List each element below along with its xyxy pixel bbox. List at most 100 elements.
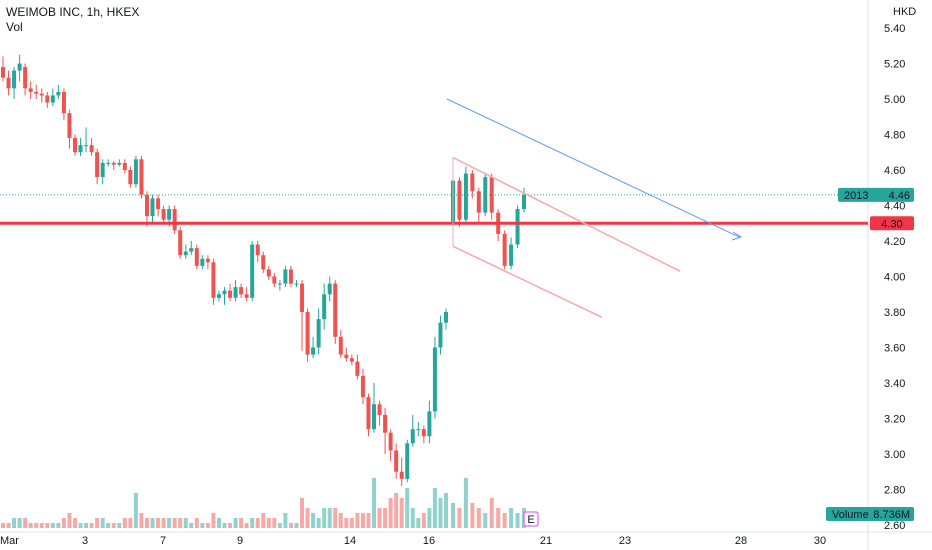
- volume-bar: [283, 513, 288, 528]
- volume-bar: [377, 508, 382, 528]
- volume-bar: [261, 513, 266, 528]
- candle-body: [344, 354, 349, 359]
- volume-bar: [457, 508, 462, 528]
- volume-bar: [394, 493, 399, 528]
- candle-body: [72, 138, 77, 153]
- candle-body: [432, 347, 437, 412]
- volume-bar: [95, 518, 100, 528]
- candle-body: [161, 209, 166, 220]
- candle-body: [427, 411, 432, 437]
- volume-bar: [106, 523, 111, 528]
- volume-bar: [211, 513, 216, 528]
- candle-body: [239, 287, 244, 295]
- trend-arrow-head: [731, 231, 743, 241]
- candle-body: [489, 177, 494, 213]
- volume-bar: [288, 523, 293, 528]
- volume-bar: [111, 523, 116, 528]
- candle-body: [89, 145, 94, 153]
- volume-bar: [56, 523, 61, 528]
- volume-bar: [1, 523, 5, 528]
- volume-bar: [432, 488, 437, 528]
- volume-bar: [272, 518, 277, 528]
- x-tick-label: 23: [619, 535, 631, 547]
- candle-body: [17, 63, 22, 71]
- volume-bar: [189, 523, 194, 528]
- candle-body: [205, 258, 210, 263]
- y-tick-label: 3.60: [884, 343, 905, 355]
- x-tick-label: 28: [735, 535, 747, 547]
- volume-bar: [349, 518, 354, 528]
- y-tick-label: 5.20: [884, 59, 905, 71]
- candle-body: [366, 397, 371, 430]
- candle-body: [463, 173, 468, 220]
- volume-bar: [61, 518, 66, 528]
- candle-body: [377, 404, 382, 415]
- volume-bar: [300, 498, 305, 528]
- volume-bar: [338, 513, 343, 528]
- volume-bar: [100, 518, 105, 528]
- candle-body: [394, 450, 399, 472]
- volume-bar: [89, 523, 94, 528]
- candle-body: [45, 95, 50, 103]
- candle-body: [277, 283, 282, 285]
- y-tick-label: 3.40: [884, 378, 905, 390]
- volume-bar: [255, 518, 260, 528]
- volume-bar: [388, 498, 393, 528]
- candle-body: [6, 77, 11, 89]
- currency-label: HKD: [893, 6, 916, 18]
- volume-bar: [438, 498, 443, 528]
- volume-bar: [239, 518, 244, 528]
- volume-bar: [250, 518, 255, 528]
- candle-body: [457, 180, 462, 220]
- volume-bar: [84, 523, 89, 528]
- volume-bar: [322, 508, 327, 528]
- earnings-marker-text: E: [527, 514, 534, 526]
- candle-body: [327, 283, 332, 295]
- candle-body: [216, 294, 221, 298]
- volume-bar: [483, 513, 488, 528]
- volume-bar: [405, 488, 410, 528]
- candle-body: [444, 312, 448, 323]
- candle-body: [211, 262, 216, 298]
- candle-body: [355, 361, 360, 376]
- candle-body: [266, 269, 271, 277]
- candle-body: [338, 336, 343, 355]
- candle-body: [178, 230, 183, 256]
- candle-body: [388, 432, 393, 451]
- candle-body: [288, 269, 293, 284]
- candle-body: [95, 152, 100, 178]
- candle-body: [189, 248, 194, 252]
- y-tick-label: 3.00: [884, 449, 905, 461]
- volume-bar: [333, 508, 338, 528]
- candle-body: [316, 319, 321, 348]
- volume-bar: [515, 513, 520, 528]
- candle-body: [117, 162, 122, 165]
- x-tick-label: 3: [82, 535, 88, 547]
- volume-bar: [383, 508, 388, 528]
- volume-tag: [826, 507, 914, 521]
- volume-bar: [45, 523, 50, 528]
- candle-body: [383, 414, 388, 433]
- volume-bar: [416, 518, 421, 528]
- channel-upper-line: [452, 156, 681, 272]
- volume-bar: [372, 478, 377, 528]
- volume-indicator-label: Vol: [6, 20, 23, 34]
- candle-body: [111, 162, 116, 165]
- x-tick-label: 16: [423, 535, 435, 547]
- candle-body: [372, 404, 377, 430]
- volume-bar: [150, 518, 155, 528]
- x-tick-label: 7: [160, 535, 166, 547]
- volume-bar: [178, 518, 183, 528]
- x-tick-label: 30: [814, 535, 826, 547]
- volume-bar: [122, 518, 127, 528]
- volume-tag-value: 8.736M: [873, 509, 910, 521]
- volume-bar: [183, 518, 188, 528]
- candle-body: [410, 429, 415, 444]
- candle-body: [133, 159, 138, 185]
- volume-bar: [360, 513, 365, 528]
- volume-bar: [327, 508, 332, 528]
- volume-bar: [366, 513, 371, 528]
- volume-bar: [470, 503, 475, 528]
- earnings-marker-box: [523, 511, 539, 527]
